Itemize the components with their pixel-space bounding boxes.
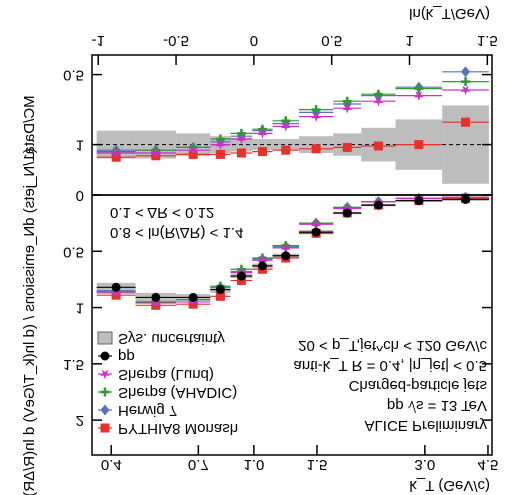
selection-label: 0.1 < ΔR < 0.12	[110, 204, 214, 221]
x-tick-label: 1.5	[477, 32, 498, 49]
marker	[110, 148, 122, 159]
marker	[281, 145, 291, 155]
legend-label: PYTHIA8 Monash	[118, 420, 238, 437]
x2-tick-label: 0.7	[188, 456, 209, 473]
y-tick-label: 0.5	[63, 67, 84, 84]
y-axis-title: MC/Data	[21, 95, 38, 155]
marker	[236, 128, 246, 138]
y-tick-label: 0.5	[63, 243, 84, 260]
legend-label: Sys. uncertainty	[118, 330, 225, 347]
x2-axis-title: k_T (GeV/c)	[409, 477, 490, 494]
y-tick-label: 1.5	[63, 356, 84, 373]
legend-label: Sherpa (Lund)	[118, 366, 214, 383]
marker	[414, 140, 424, 150]
marker	[236, 276, 246, 286]
marker	[281, 251, 291, 261]
marker	[151, 292, 161, 302]
marker	[461, 117, 471, 127]
marker	[236, 148, 246, 158]
marker	[215, 134, 225, 144]
marker	[342, 96, 352, 106]
y-tick-label: 1	[76, 300, 84, 317]
marker	[311, 227, 321, 237]
marker	[215, 149, 225, 159]
marker	[188, 292, 198, 302]
legend-swatch	[97, 331, 113, 345]
marker	[342, 142, 352, 152]
flipped-figure: 0 0.5 1 1.5 2 (1/N_jets) dN_emissions / (d ln…	[21, 5, 498, 495]
marker	[280, 243, 292, 254]
legend-marker	[100, 423, 110, 433]
y-tick-label: 1	[76, 137, 84, 154]
marker	[257, 147, 267, 157]
x2-tick-label: 0.4	[101, 456, 122, 473]
marker	[373, 200, 383, 210]
marker	[110, 288, 122, 299]
annotation: anti-k_T R = 0.4, |η_jet| < 0.5	[294, 357, 487, 374]
annotation: pp √s = 13 TeV	[387, 397, 487, 414]
marker	[461, 66, 471, 78]
x-tick-label: -1	[92, 32, 105, 49]
marker	[215, 140, 226, 151]
marker	[460, 85, 471, 96]
marker	[257, 255, 268, 266]
marker	[236, 271, 246, 281]
legend-label: pp	[118, 348, 135, 365]
marker	[215, 291, 225, 301]
legend-marker	[100, 404, 110, 416]
x2-tick-label: 3.0	[414, 456, 435, 473]
marker	[311, 105, 321, 115]
x-tick-label: 0	[250, 32, 258, 49]
legend-label: Sherpa (AHADIC)	[118, 384, 237, 401]
marker	[257, 128, 268, 139]
marker	[257, 261, 267, 271]
y-axis-title: (1/N_jets) dN_emissions / (d ln(k_T/GeV)…	[21, 148, 38, 495]
marker	[373, 141, 383, 151]
marker	[373, 96, 384, 107]
marker	[187, 297, 199, 308]
x2-tick-label: 1.5	[307, 456, 328, 473]
x2-tick-label: 4.5	[478, 456, 499, 473]
panel-frame	[91, 54, 493, 196]
marker	[236, 134, 247, 145]
marker	[414, 84, 424, 94]
marker	[150, 148, 162, 159]
marker	[414, 196, 424, 206]
legend-marker	[100, 387, 110, 397]
marker	[310, 219, 322, 230]
marker	[342, 103, 353, 114]
x-tick-label: 0.5	[321, 32, 342, 49]
selection-label: 0.8 < ln(R/ΔR) < 1.4	[110, 224, 243, 241]
x-tick-label: 1	[405, 32, 413, 49]
uncertainty-box	[272, 139, 300, 151]
marker	[310, 112, 322, 123]
annotation: ALICE Preliminary	[364, 417, 487, 434]
y-tick-label: 2	[76, 412, 84, 429]
x2-tick-label: 1.0	[243, 456, 264, 473]
marker	[281, 116, 291, 126]
annotation: Charged-particle jets	[349, 377, 487, 394]
marker	[373, 89, 383, 99]
legend-marker	[100, 351, 110, 361]
marker	[111, 282, 121, 292]
x-tick-label: -0.5	[163, 32, 189, 49]
marker	[280, 121, 292, 132]
marker	[413, 91, 425, 102]
marker	[150, 298, 162, 309]
marker	[461, 195, 471, 205]
legend-label: Herwig 7	[118, 402, 177, 419]
marker	[215, 285, 225, 295]
marker	[461, 77, 471, 87]
legend-marker	[99, 369, 111, 380]
marker	[311, 144, 321, 154]
annotation: 20 < p_T,jet^ch < 120 GeV/c	[298, 337, 487, 354]
x-axis-title: ln(k_T/GeV)	[409, 5, 490, 22]
marker	[187, 145, 199, 156]
y-tick-label: 0	[76, 187, 84, 204]
marker	[342, 208, 352, 218]
